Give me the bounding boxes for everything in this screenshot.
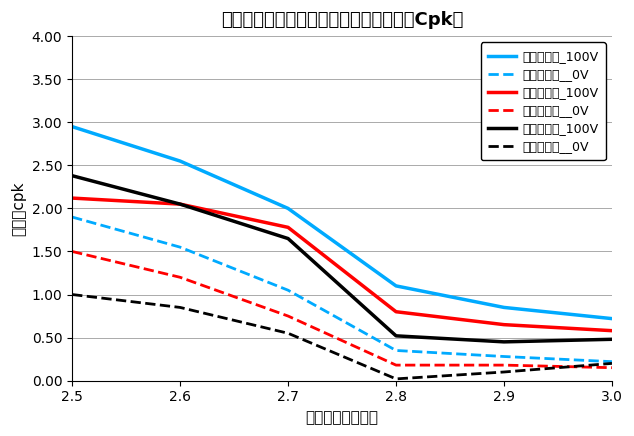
撥水コート_100V: [608, 328, 616, 333]
コート無し__0V: [608, 361, 616, 366]
撥水コート__0V: [284, 313, 292, 319]
撥水コート__0V: [608, 365, 616, 370]
親水コート_100V: [176, 158, 184, 164]
撥水コート_100V: [500, 322, 508, 327]
撥水コート_100V: [284, 225, 292, 230]
コート無し__0V: [68, 292, 76, 297]
コート無し_100V: [176, 201, 184, 207]
Line: 親水コート__0V: 親水コート__0V: [72, 217, 612, 362]
親水コート_100V: [284, 206, 292, 211]
コート無し_100V: [392, 333, 400, 338]
Y-axis label: 体積率cpk: 体積率cpk: [11, 181, 26, 236]
親水コート_100V: [392, 283, 400, 289]
親水コート__0V: [176, 245, 184, 250]
撥水コート__0V: [176, 275, 184, 280]
Line: 撥水コート_100V: 撥水コート_100V: [72, 198, 612, 330]
親水コート__0V: [392, 348, 400, 353]
コート無し__0V: [392, 376, 400, 382]
コート無し__0V: [500, 369, 508, 375]
コート無し_100V: [608, 337, 616, 342]
親水コート_100V: [68, 124, 76, 129]
撥水コート_100V: [176, 201, 184, 207]
Legend: 親水コート_100V, 親水コート__0V, 撥水コート_100V, 撥水コート__0V, コート無し_100V, コート無し__0V: 親水コート_100V, 親水コート__0V, 撥水コート_100V, 撥水コート…: [481, 42, 605, 160]
撥水コート__0V: [392, 362, 400, 368]
Line: コート無し_100V: コート無し_100V: [72, 176, 612, 342]
Line: コート無し__0V: コート無し__0V: [72, 294, 612, 379]
親水コート__0V: [68, 215, 76, 220]
撥水コート_100V: [68, 195, 76, 201]
撥水コート__0V: [68, 249, 76, 254]
Line: 親水コート_100V: 親水コート_100V: [72, 126, 612, 319]
コート無し__0V: [284, 330, 292, 336]
撥水コート_100V: [392, 309, 400, 314]
コート無し_100V: [500, 339, 508, 344]
親水コート__0V: [608, 359, 616, 364]
親水コート__0V: [284, 288, 292, 293]
Line: 撥水コート__0V: 撥水コート__0V: [72, 252, 612, 368]
親水コート__0V: [500, 354, 508, 359]
コート無し__0V: [176, 305, 184, 310]
X-axis label: 設計アスペクト比: 設計アスペクト比: [306, 410, 378, 425]
親水コート_100V: [500, 305, 508, 310]
コート無し_100V: [284, 236, 292, 241]
撥水コート__0V: [500, 362, 508, 368]
Title: マスク表面コート別＿振動効果（体積率Cpk）: マスク表面コート別＿振動効果（体積率Cpk）: [221, 11, 463, 29]
コート無し_100V: [68, 173, 76, 178]
親水コート_100V: [608, 316, 616, 321]
